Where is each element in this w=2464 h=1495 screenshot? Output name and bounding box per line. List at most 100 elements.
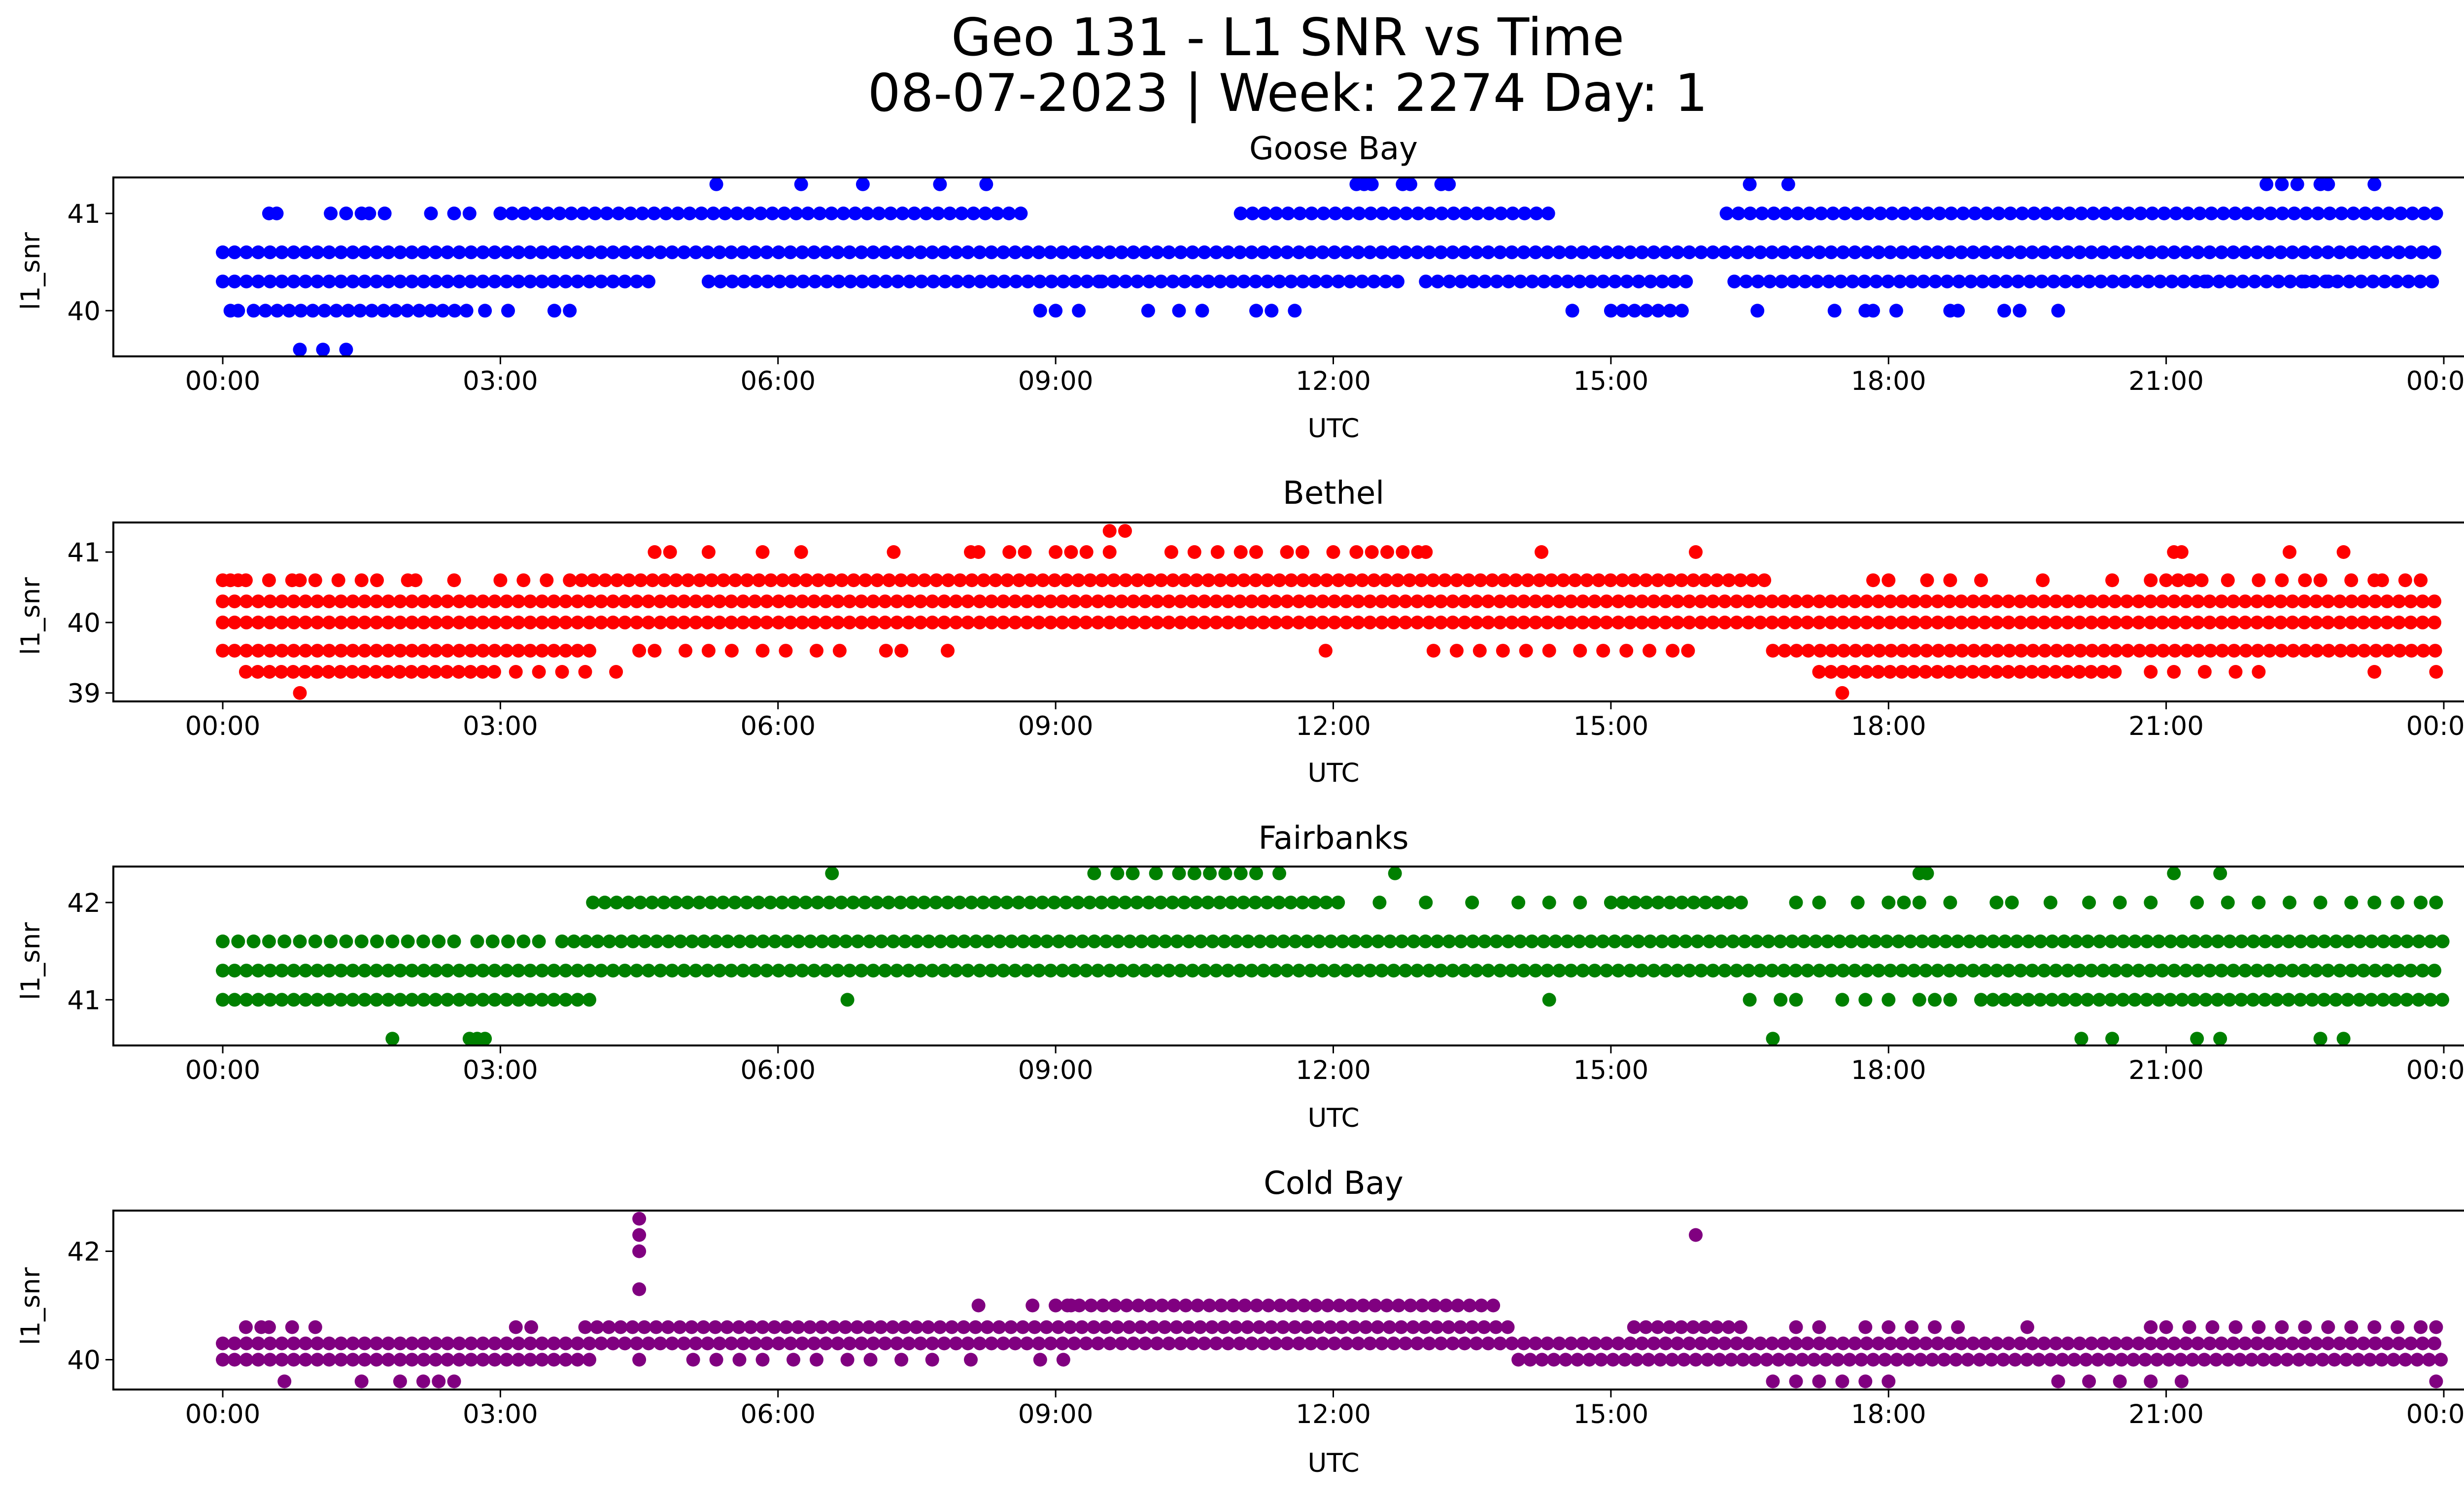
data-point (1535, 545, 1548, 559)
data-point (1399, 594, 1412, 609)
data-point (2049, 964, 2063, 978)
data-point (840, 993, 855, 1007)
data-point (2002, 1336, 2016, 1351)
data-point (578, 665, 592, 679)
data-point (1347, 934, 1362, 948)
data-point (1883, 245, 1897, 259)
data-point (2262, 594, 2276, 609)
data-point (1352, 207, 1366, 220)
data-point (2367, 665, 2382, 679)
data-point (2049, 615, 2063, 629)
data-point (1529, 1336, 1542, 1351)
data-point (393, 1353, 407, 1367)
data-point (1020, 964, 1034, 978)
data-point (843, 594, 856, 609)
data-point (590, 934, 605, 948)
data-point (1706, 615, 1720, 629)
data-point (858, 573, 873, 588)
data-point (1335, 934, 1350, 948)
data-point (582, 644, 596, 658)
data-point (791, 934, 806, 948)
data-point (614, 1320, 628, 1334)
data-point (969, 934, 983, 948)
data-point (1777, 594, 1791, 609)
data-point (2309, 245, 2323, 259)
data-point (1000, 896, 1014, 909)
data-point (500, 644, 513, 658)
data-point (772, 615, 786, 629)
data-point (1481, 615, 1495, 629)
data-point (2358, 207, 2372, 220)
data-point (2144, 644, 2158, 658)
data-point (282, 304, 296, 318)
data-point (677, 964, 691, 978)
data-point (2404, 615, 2418, 629)
data-point (1943, 993, 1957, 1007)
data-point (1049, 545, 1063, 559)
data-point (2250, 594, 2264, 609)
data-point (370, 993, 383, 1007)
data-point (1635, 1336, 1649, 1351)
data-point (1339, 615, 1353, 629)
data-point (2224, 275, 2238, 289)
data-point (1798, 275, 1813, 289)
data-point (1198, 245, 1211, 259)
data-point (2140, 993, 2154, 1007)
data-point (287, 615, 301, 629)
data-point (1032, 615, 1046, 629)
data-point (1268, 1336, 1282, 1351)
data-point (567, 934, 581, 948)
data-point (1040, 934, 1054, 948)
data-point (1966, 594, 1980, 609)
data-point (1225, 896, 1239, 909)
data-point (921, 1320, 935, 1334)
x-tick-label: 00:00 (185, 1055, 261, 1085)
data-point (949, 615, 963, 629)
data-point (2270, 993, 2284, 1007)
data-point (1363, 964, 1377, 978)
data-point (1316, 964, 1330, 978)
data-point (1372, 896, 1387, 909)
data-point (563, 573, 577, 588)
data-point (1954, 1336, 1968, 1351)
data-point (2428, 1336, 2441, 1351)
y-axis-label: l1_snr (16, 577, 46, 655)
data-point (447, 934, 461, 948)
data-point (630, 964, 644, 978)
data-point (1304, 615, 1318, 629)
data-point (2051, 1374, 2065, 1389)
data-point (671, 207, 685, 220)
data-point (673, 934, 687, 948)
data-point (724, 964, 738, 978)
data-point (1115, 964, 1129, 978)
data-point (957, 934, 971, 948)
data-point (1249, 545, 1263, 559)
data-point (2262, 644, 2277, 658)
data-point (310, 644, 324, 658)
data-point (2197, 1353, 2212, 1367)
data-point (1375, 615, 1389, 629)
data-point (1671, 594, 1684, 609)
data-point (742, 207, 756, 220)
x-axis-label: UTC (1307, 758, 1359, 788)
data-point (2191, 644, 2206, 658)
data-point (937, 615, 951, 629)
data-point (2081, 993, 2094, 1007)
data-point (487, 665, 501, 679)
data-point (1453, 1320, 1468, 1334)
data-point (1044, 615, 1058, 629)
data-point (416, 934, 430, 948)
data-point (1008, 245, 1022, 259)
data-point (2336, 1032, 2351, 1046)
data-point (1020, 594, 1034, 609)
data-point (598, 573, 613, 588)
data-point (949, 1336, 963, 1351)
data-point (2014, 594, 2027, 609)
data-point (1164, 545, 1178, 559)
data-point (1392, 1298, 1406, 1313)
data-point (2236, 275, 2250, 289)
data-point (2105, 1032, 2120, 1046)
data-point (737, 275, 751, 289)
data-point (755, 1353, 770, 1367)
data-point (216, 934, 230, 948)
